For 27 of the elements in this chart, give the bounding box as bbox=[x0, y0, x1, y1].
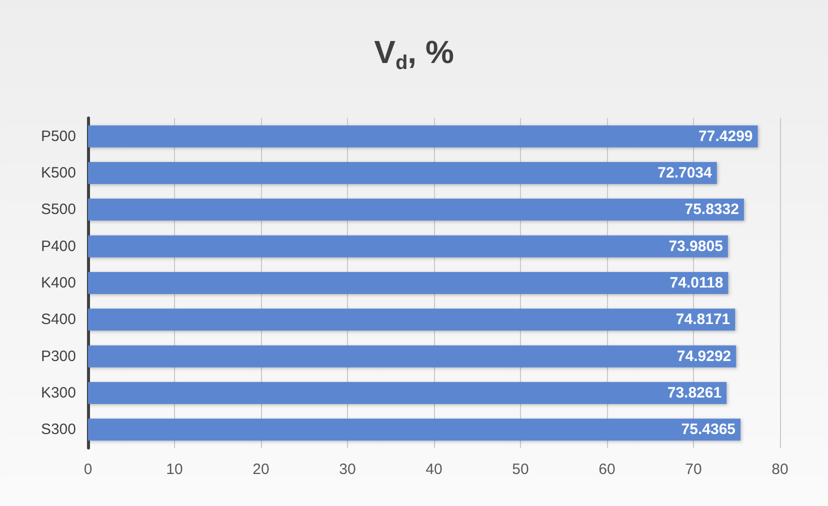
y-tick-label: K300 bbox=[40, 384, 76, 402]
x-tick-label: 10 bbox=[166, 461, 183, 478]
data-label: 74.9292 bbox=[676, 348, 732, 365]
data-label: 74.8171 bbox=[676, 311, 730, 328]
data-label: 75.8332 bbox=[684, 201, 739, 218]
x-tick-label: 70 bbox=[685, 461, 702, 478]
y-tick-label: S500 bbox=[40, 201, 76, 218]
x-tick-label: 80 bbox=[772, 461, 788, 478]
x-tick-label: 0 bbox=[84, 461, 92, 478]
y-tick-label: S300 bbox=[40, 421, 76, 438]
x-tick-label: 50 bbox=[512, 461, 529, 478]
y-tick-label: K500 bbox=[40, 164, 76, 182]
data-label: 73.8261 bbox=[667, 384, 722, 402]
data-label: 75.4365 bbox=[681, 421, 736, 438]
x-tick-label: 40 bbox=[426, 461, 442, 478]
x-tick-label: 30 bbox=[339, 461, 356, 478]
y-tick-label: K400 bbox=[40, 274, 76, 292]
y-tick-label: P300 bbox=[40, 348, 76, 365]
y-tick-label: P400 bbox=[40, 238, 76, 255]
data-label: 73.9805 bbox=[668, 238, 723, 255]
data-label: 74.0118 bbox=[670, 274, 724, 292]
x-tick-label: 60 bbox=[598, 461, 616, 478]
data-label: 77.4299 bbox=[698, 128, 753, 145]
y-tick-label: P500 bbox=[40, 128, 76, 145]
data-label: 72.7034 bbox=[658, 164, 713, 182]
y-tick-label: S400 bbox=[40, 311, 76, 328]
x-tick-label: 20 bbox=[252, 461, 270, 478]
